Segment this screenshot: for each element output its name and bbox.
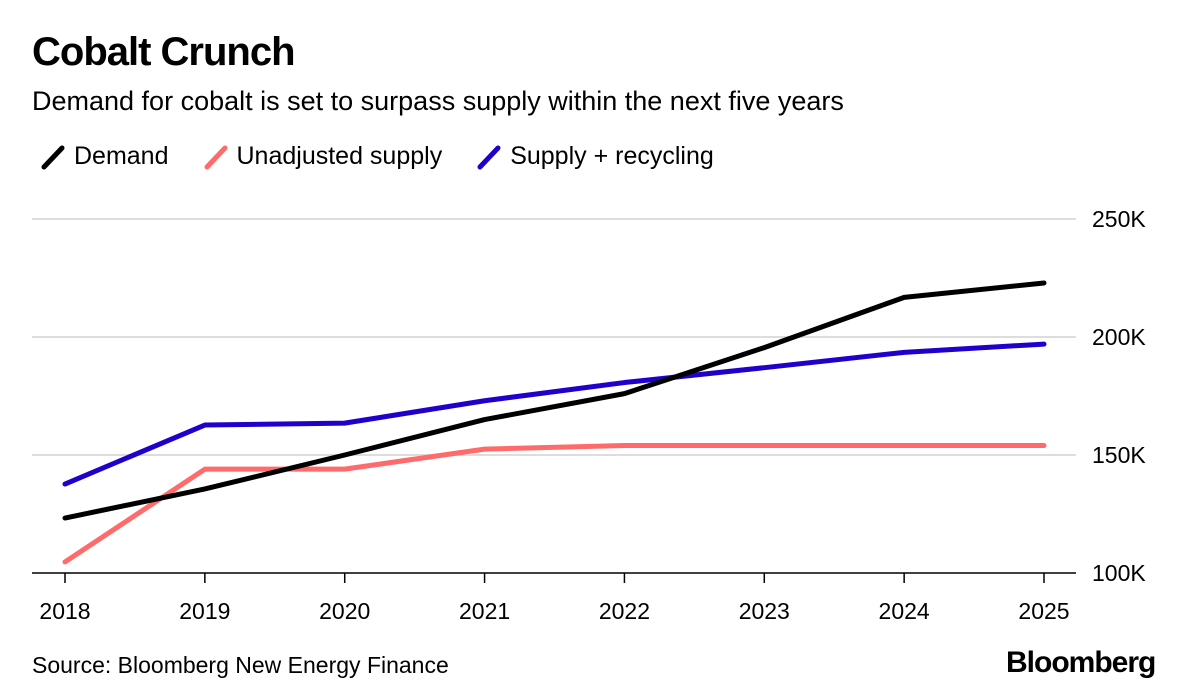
y-tick-label: 200K — [1092, 324, 1146, 350]
y-tick-label: 150K — [1092, 442, 1146, 468]
y-tick-label: 100K — [1092, 560, 1146, 586]
legend-swatch-unadjusted-supply-icon — [204, 145, 227, 169]
x-tick-label: 2018 — [39, 598, 90, 624]
series-line-supply-recycling — [62, 341, 1047, 487]
legend-item-unadjusted-supply: Unadjusted supply — [203, 142, 443, 171]
x-tick-label: 2022 — [599, 598, 650, 624]
legend-swatch-demand-icon — [41, 145, 65, 169]
x-tick-label: 2025 — [1018, 598, 1069, 624]
x-tick-label: 2020 — [319, 598, 370, 624]
series-line-demand — [62, 280, 1047, 521]
x-tick-label: 2024 — [879, 598, 930, 624]
legend-item-supply-recycling: Supply + recycling — [476, 142, 714, 171]
x-tick-label: 2021 — [459, 598, 510, 624]
legend-label-supply-recycling: Supply + recycling — [510, 142, 714, 170]
bloomberg-logo: Bloomberg — [1006, 646, 1156, 679]
legend-swatch-supply-recycling-icon — [477, 145, 501, 169]
x-tick-label: 2023 — [739, 598, 790, 624]
legend-label-unadjusted-supply: Unadjusted supply — [236, 142, 443, 170]
chart-title: Cobalt Crunch — [32, 30, 296, 74]
chart-subtitle: Demand for cobalt is set to surpass supp… — [32, 86, 844, 116]
legend-item-demand: Demand — [40, 142, 169, 171]
series-line-unadjusted-supply — [62, 443, 1047, 565]
legend: Demand Unadjusted supply Supply + recycl… — [40, 142, 714, 171]
x-tick-label: 2019 — [179, 598, 230, 624]
y-tick-label: 250K — [1092, 206, 1146, 232]
source-note: Source: Bloomberg New Energy Finance — [32, 652, 449, 678]
legend-label-demand: Demand — [74, 142, 169, 170]
